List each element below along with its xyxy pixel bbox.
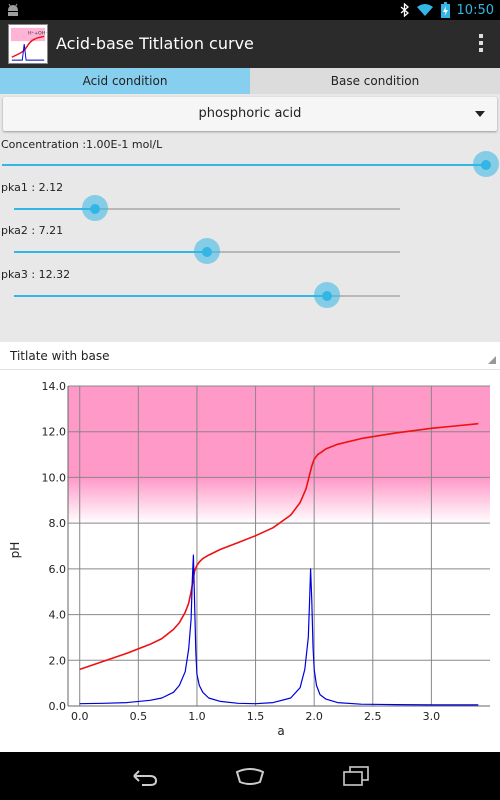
- ph-curve: [79, 422, 479, 671]
- pka3-slider[interactable]: [14, 282, 400, 308]
- resize-corner-icon: [488, 356, 496, 364]
- x-tick-label: 1.5: [247, 710, 265, 723]
- x-tick-label: 0.5: [130, 710, 148, 723]
- status-bar: 10:50: [0, 0, 500, 20]
- acid-settings-panel: phosphoric acid Concentration :1.00E-1 m…: [0, 94, 500, 342]
- pka2-slider[interactable]: [14, 238, 400, 264]
- ph-range-band: [68, 386, 490, 524]
- tab-base-condition[interactable]: Base condition: [330, 74, 420, 88]
- y-tick-label: 12.0: [42, 426, 67, 439]
- titration-chart: 0.0 2.0 4.0 6.0 8.0 10.0 12.0 14.0 0.0 0.5 1.0 1.5 2…: [8, 380, 490, 738]
- pka3-label: pka3 : 12.32: [1, 268, 71, 281]
- y-tick-label: 14.0: [42, 380, 67, 393]
- y-axis-label: pH: [8, 542, 22, 559]
- x-axis-label: a: [277, 724, 284, 738]
- concentration-label: Concentration :1.00E-1 mol/L: [1, 138, 163, 151]
- y-tick-label: 2.0: [49, 654, 67, 667]
- x-tick-label: 3.0: [423, 710, 441, 723]
- divider: [0, 369, 500, 370]
- back-icon[interactable]: [128, 764, 160, 788]
- x-tick-label: 1.0: [188, 710, 206, 723]
- android-notification-icon: [8, 3, 18, 16]
- navigation-bar: [0, 752, 500, 800]
- pka2-label: pka2 : 7.21: [1, 224, 64, 237]
- overflow-menu-icon[interactable]: [478, 34, 484, 54]
- recent-apps-icon[interactable]: [340, 764, 372, 788]
- home-icon[interactable]: [234, 764, 266, 788]
- acid-select-value: phosphoric acid: [198, 106, 302, 121]
- derivative-curve: [79, 554, 479, 706]
- y-tick-label: 8.0: [49, 517, 67, 530]
- acid-select[interactable]: phosphoric acid: [3, 97, 497, 131]
- svg-text:H⁺+OH⁻: H⁺+OH⁻: [28, 31, 48, 37]
- chart-area: Titlate with base 0.0 2.0 4.0 6.0 8.0 10.0 12.…: [0, 342, 500, 752]
- x-tick-label: 2.5: [364, 710, 382, 723]
- y-tick-label: 0.0: [49, 700, 67, 713]
- pka1-label: pka1 : 2.12: [1, 181, 64, 194]
- y-tick-label: 4.0: [49, 609, 67, 622]
- tab-bar: Acid condition Base condition: [0, 68, 500, 94]
- x-tick-label: 0.0: [71, 710, 89, 723]
- clock: 10:50: [456, 2, 494, 18]
- y-tick-label: 10.0: [42, 471, 67, 484]
- battery-icon: [440, 2, 450, 18]
- dropdown-arrow-icon: [475, 111, 485, 117]
- app-title: Acid-base Titlation curve: [56, 34, 254, 53]
- concentration-slider[interactable]: [2, 151, 499, 177]
- tab-acid-condition[interactable]: Acid condition: [0, 68, 250, 94]
- y-tick-label: 6.0: [49, 563, 67, 576]
- chart-header: Titlate with base: [10, 349, 110, 363]
- pka1-slider[interactable]: [14, 195, 400, 221]
- action-bar: H⁺+OH⁻ Acid-base Titlation curve: [0, 20, 500, 68]
- wifi-icon: [416, 4, 433, 16]
- app-logo-icon: H⁺+OH⁻: [8, 24, 48, 64]
- bluetooth-icon: [400, 3, 409, 17]
- x-tick-label: 2.0: [305, 710, 323, 723]
